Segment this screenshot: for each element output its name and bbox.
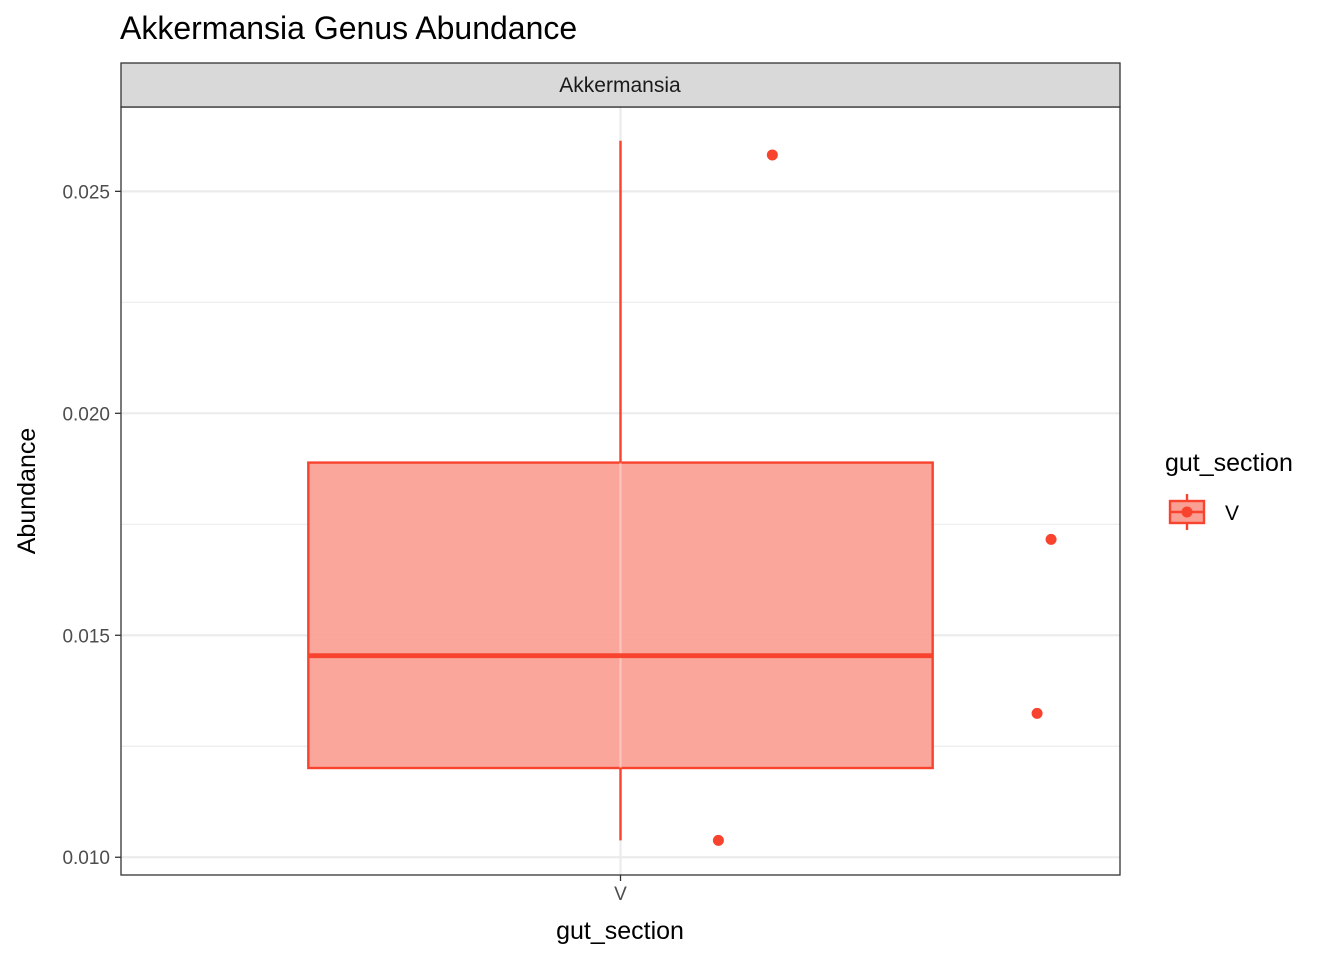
data-point <box>712 834 724 846</box>
legend-key-point <box>1181 506 1193 518</box>
y-tick-label: 0.015 <box>62 626 110 647</box>
y-tick-label: 0.010 <box>62 848 110 869</box>
facet-strip-background <box>120 62 1121 108</box>
data-point <box>1031 707 1043 719</box>
legend-keys: V <box>1168 494 1239 530</box>
y-tick-label: 0.025 <box>62 182 110 203</box>
y-axis-title: Abundance <box>13 428 41 555</box>
legend: gut_section V <box>1165 449 1293 530</box>
data-points <box>712 149 1057 846</box>
x-axis: V <box>614 875 627 905</box>
data-point <box>766 149 778 161</box>
facet-strip-label: Akkermansia <box>559 74 681 97</box>
facet-strip: Akkermansia <box>120 62 1121 108</box>
legend-title: gut_section <box>1165 449 1293 477</box>
box-iqr <box>307 461 934 770</box>
x-tick-label: V <box>614 884 627 905</box>
y-tick-label: 0.020 <box>62 404 110 425</box>
boxplot <box>307 140 934 841</box>
legend-key: V <box>1168 494 1239 530</box>
legend-label: V <box>1225 502 1239 525</box>
plot-panel <box>120 106 1121 876</box>
y-axis: 0.010 0.015 0.020 0.025 <box>62 182 121 869</box>
chart-title: Akkermansia Genus Abundance <box>120 10 577 46</box>
x-axis-title: gut_section <box>556 917 684 945</box>
data-point <box>1045 533 1057 545</box>
